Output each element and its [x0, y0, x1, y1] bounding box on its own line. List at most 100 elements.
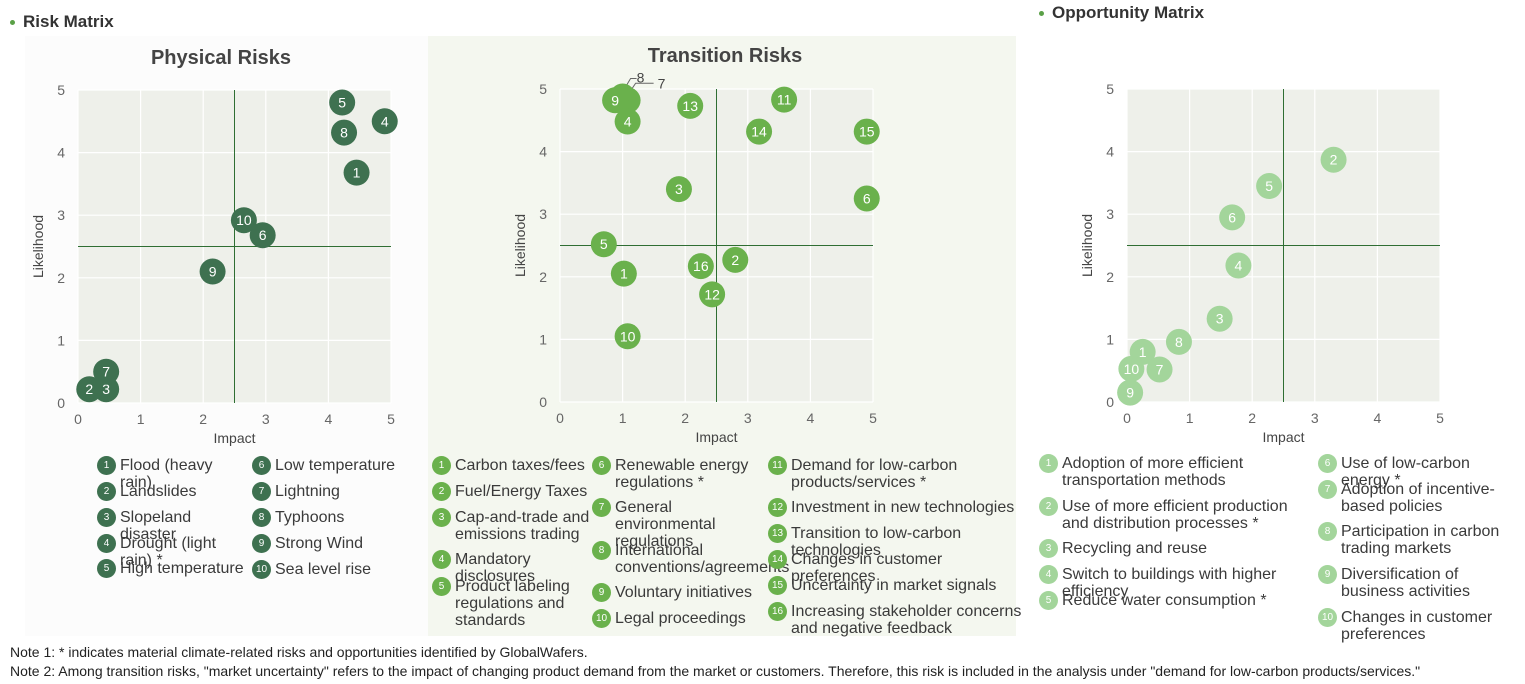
- transition-legend-label: Transition to low-carbon technologies: [791, 525, 962, 559]
- physical-legend-item-7: 7 Lightning: [252, 482, 412, 501]
- physical-x-tick-label: 0: [74, 411, 82, 427]
- opportunity-point-label-10: 10: [1124, 361, 1140, 377]
- physical-point-label-3: 3: [102, 381, 110, 397]
- transition-point-11: [771, 86, 798, 113]
- physical-legend-item-1: 1 Flood (heavy rain): [97, 456, 247, 491]
- transition-y-tick-label: 4: [539, 144, 547, 160]
- transition-legend-item-8: 8 International conventions/agreements: [592, 541, 789, 576]
- transition-legend-number: 16: [768, 602, 787, 621]
- opportunity-point-2: [1320, 146, 1347, 173]
- physical-point-1: [343, 159, 370, 186]
- opportunity-point-label-5: 5: [1265, 178, 1273, 194]
- transition-legend-item-10: 10 Legal proceedings: [592, 609, 767, 628]
- transition-legend-number: 3: [432, 508, 451, 527]
- transition-legend-label: International conventions/agreements: [615, 542, 790, 576]
- physical-legend-item-5: 5 High temperature: [97, 559, 247, 578]
- opportunity-y-tick-label: 1: [1106, 331, 1114, 347]
- opportunity-legend-item-10: 10 Changes in customer preferences: [1318, 608, 1523, 643]
- opportunity-point-label-9: 9: [1126, 385, 1134, 401]
- transition-y-tick-label: 3: [539, 206, 547, 222]
- physical-point-label-2: 2: [85, 381, 93, 397]
- opportunity-y-tick-label: 4: [1106, 144, 1114, 160]
- transition-legend-number: 12: [768, 498, 787, 517]
- opportunity-x-tick-label: 1: [1186, 410, 1194, 426]
- transition-legend-number: 6: [592, 456, 611, 475]
- opportunity-legend-item-8: 8 Participation in carbon trading markets: [1318, 522, 1523, 557]
- transition-legend-label: Product labeling regulations and standar…: [455, 578, 570, 629]
- transition-point-6: [853, 185, 880, 212]
- opportunity-legend-number: 6: [1318, 454, 1337, 473]
- transition-legend-item-1: 1 Carbon taxes/fees: [432, 456, 592, 475]
- opportunity-legend-label: Adoption of more efficient transportatio…: [1062, 455, 1244, 489]
- transition-y-tick-label: 5: [539, 81, 547, 97]
- transition-point-label-1: 1: [620, 266, 628, 282]
- opportunity-x-tick-label: 4: [1374, 410, 1382, 426]
- physical-legend-number: 1: [97, 456, 116, 475]
- transition-y-tick-label: 2: [539, 269, 547, 285]
- transition-legend-label: Voluntary initiatives: [615, 584, 752, 601]
- opportunity-legend-number: 1: [1039, 454, 1058, 473]
- opportunity-legend-label: Use of more efficient production and dis…: [1062, 498, 1288, 532]
- transition-point-label-10: 10: [620, 328, 636, 344]
- bullet-icon: [1039, 10, 1044, 16]
- transition-point-label-7: 7: [658, 75, 666, 91]
- opportunity-point-8: [1165, 328, 1192, 355]
- physical-legend-item-10: 10 Sea level rise: [252, 560, 412, 579]
- transition-legend-number: 5: [432, 577, 451, 596]
- physical-legend-item-4: 4 Drought (light rain) *: [97, 534, 247, 569]
- opportunity-x-tick-label: 5: [1436, 410, 1444, 426]
- transition-point-16: [687, 253, 714, 280]
- transition-point-label-4: 4: [624, 114, 632, 130]
- physical-legend-item-3: 3 Slopeland disaster: [97, 508, 247, 543]
- transition-point-label-16: 16: [693, 258, 709, 274]
- risk-matrix-header: Risk Matrix: [10, 12, 114, 32]
- opportunity-point-label-6: 6: [1228, 209, 1236, 225]
- physical-legend-item-9: 9 Strong Wind: [252, 534, 412, 553]
- opportunity-point-10: [1118, 355, 1145, 382]
- transition-x-tick-label: 0: [556, 410, 564, 426]
- opportunity-legend-number: 3: [1039, 539, 1058, 558]
- transition-legend-label: General environmental regulations: [615, 499, 716, 550]
- note-2: Note 2: Among transition risks, "market …: [10, 663, 1421, 679]
- transition-legend-label: Cap-and-trade and emissions trading: [455, 509, 590, 543]
- opportunity-legend-number: 5: [1039, 591, 1058, 610]
- opportunity-x-tick-label: 2: [1248, 410, 1256, 426]
- physical-point-label-9: 9: [209, 264, 217, 280]
- transition-legend-number: 1: [432, 456, 451, 475]
- transition-legend-item-11: 11 Demand for low-carbon products/service…: [768, 456, 1023, 491]
- physical-point-5: [329, 89, 356, 116]
- transition-legend-number: 7: [592, 498, 611, 517]
- transition-point-label-9: 9: [611, 92, 619, 108]
- transition-point-label-12: 12: [704, 286, 720, 302]
- transition-legend-item-12: 12 Investment in new technologies: [768, 498, 1023, 517]
- physical-y-tick-label: 1: [57, 332, 65, 348]
- transition-legend-label: Renewable energy regulations *: [615, 457, 749, 491]
- transition-legend-item-9: 9 Voluntary initiatives: [592, 583, 767, 602]
- transition-point-10: [614, 323, 641, 350]
- transition-x-axis-label: Impact: [695, 429, 737, 445]
- opportunity-legend-item-2: 2 Use of more efficient production and di…: [1039, 497, 1309, 532]
- physical-legend-label: Sea level rise: [275, 561, 372, 578]
- opportunity-legend-item-5: 5 Reduce water consumption *: [1039, 591, 1309, 610]
- transition-point-14: [746, 118, 773, 145]
- opportunity-legend-label: Adoption of incentive-based policies: [1341, 481, 1495, 515]
- physical-legend-label: Flood (heavy rain): [120, 457, 213, 491]
- transition-legend-item-2: 2 Fuel/Energy Taxes: [432, 482, 592, 501]
- transition-legend-number: 4: [432, 550, 451, 569]
- opportunity-legend-label: Use of low-carbon energy *: [1341, 455, 1470, 489]
- physical-legend-number: 4: [97, 534, 116, 553]
- physical-point-7: [93, 358, 120, 385]
- transition-legend-label: Uncertainty in market signals: [791, 577, 997, 594]
- physical-legend-label: High temperature: [120, 560, 244, 577]
- transition-legend-label: Increasing stakeholder concerns and nega…: [791, 603, 1022, 637]
- transition-legend-label: Investment in new technologies: [791, 499, 1015, 516]
- opportunity-legend-label: Diversification of business activities: [1341, 566, 1470, 600]
- opportunity-matrix-title: Opportunity Matrix: [1052, 3, 1205, 22]
- opportunity-point-6: [1219, 204, 1246, 231]
- transition-point-9: [602, 87, 629, 114]
- physical-x-tick-label: 2: [199, 411, 207, 427]
- physical-legend-label: Slopeland disaster: [120, 509, 192, 543]
- opportunity-legend-label: Participation in carbon trading markets: [1341, 523, 1500, 557]
- opportunity-y-tick-label: 0: [1106, 394, 1114, 410]
